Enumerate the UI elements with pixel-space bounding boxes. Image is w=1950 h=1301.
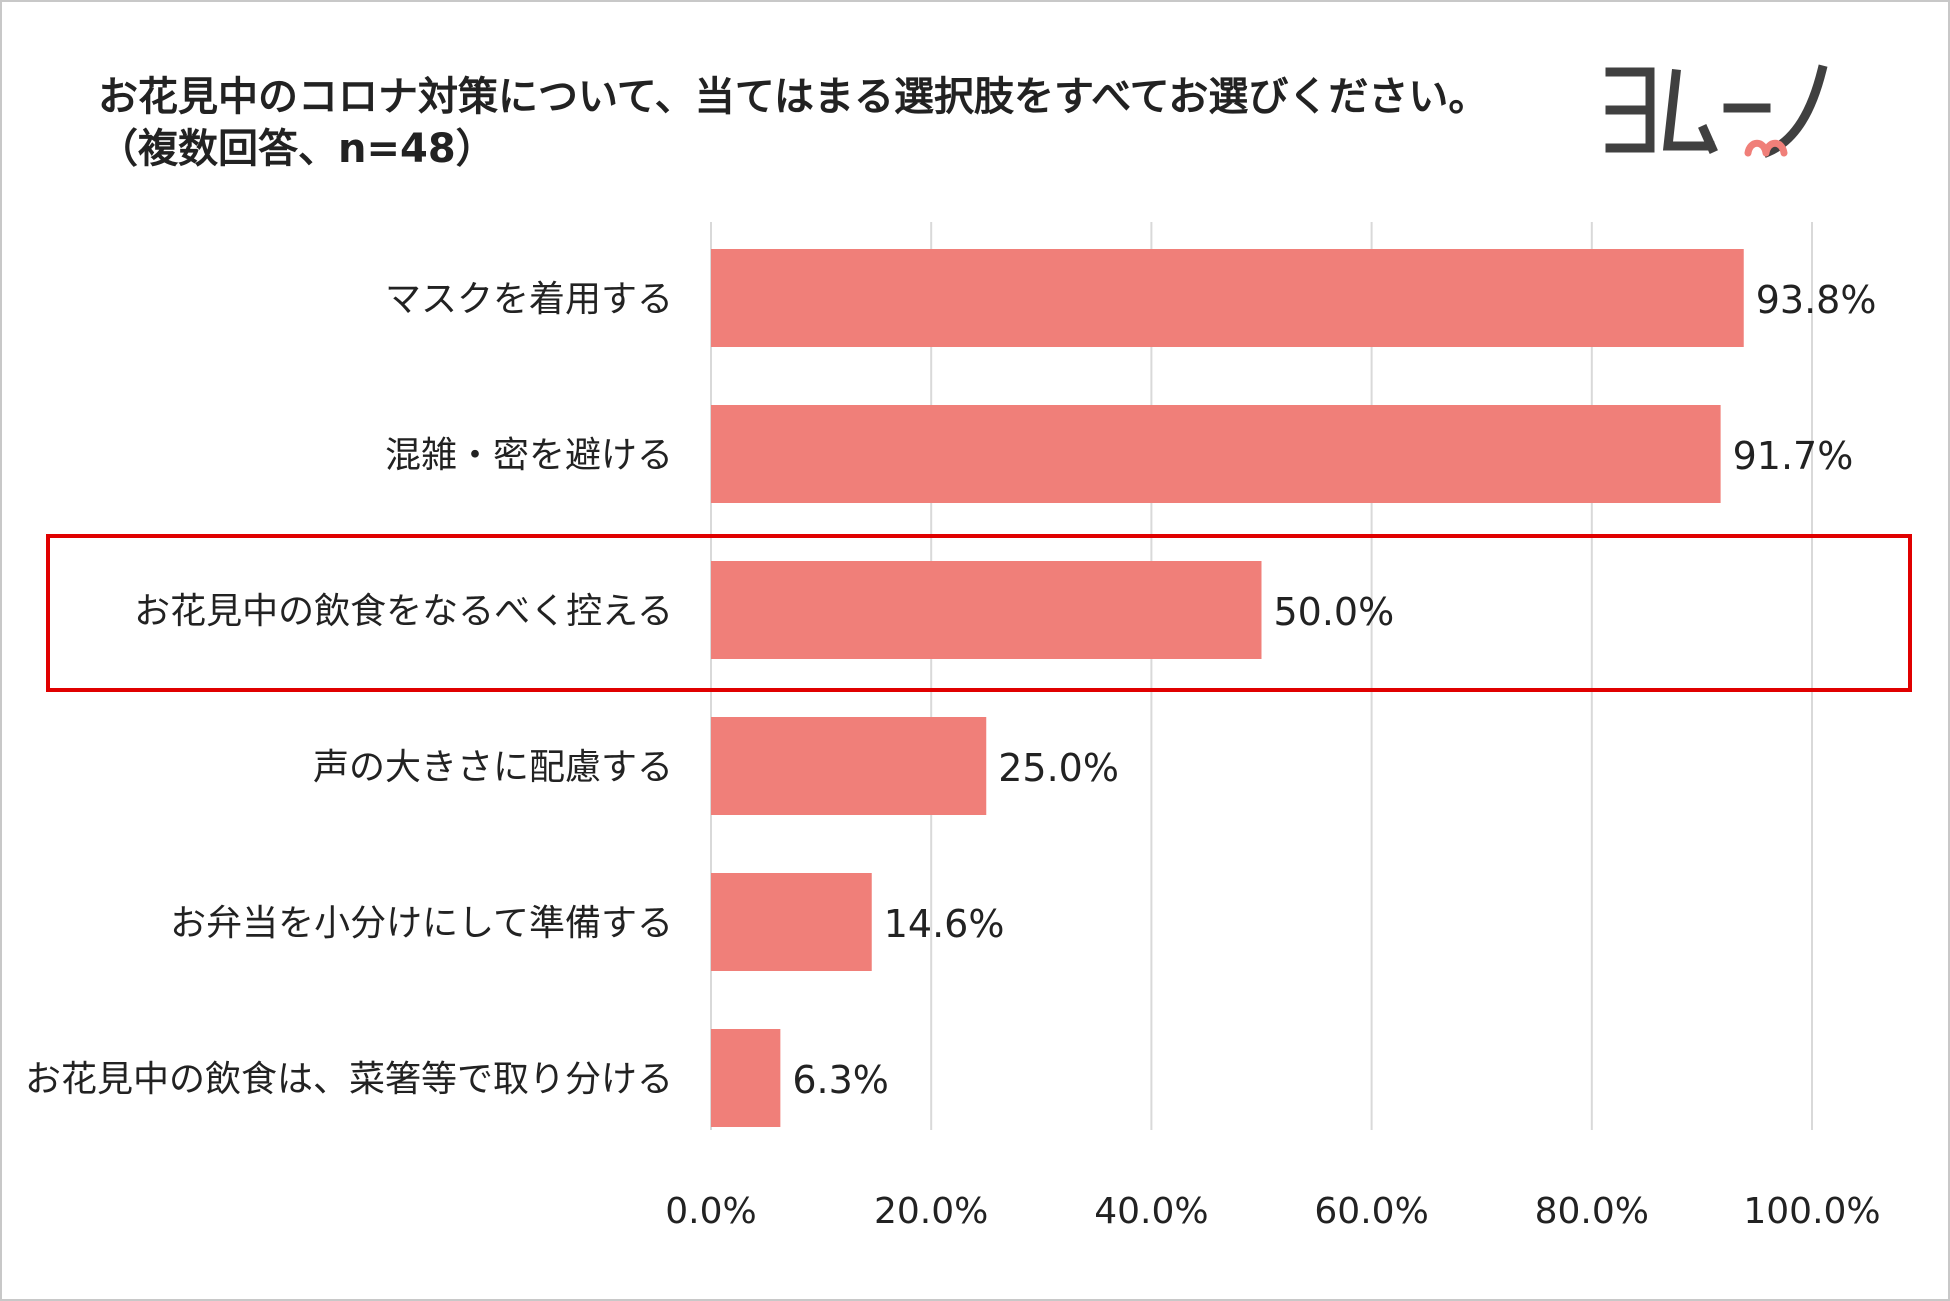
yomuno-logo <box>1605 64 1828 158</box>
chart-subtitle: （複数回答、n=48） <box>98 126 496 172</box>
labels: 0.0% 20.0% 40.0% 60.0% 80.0% 100.0% マスクを着用する 93… <box>25 278 1912 1232</box>
chart-title: お花見中のコロナ対策について、当てはまる選択肢をすべてお選びください。 <box>98 74 1489 120</box>
highlight-box <box>46 534 1912 692</box>
bar <box>711 561 1262 659</box>
bar <box>711 717 987 815</box>
x-tick-label: 80.0% <box>1535 1191 1649 1232</box>
category-label: 声の大きさに配慮する <box>313 747 673 788</box>
gridlines <box>710 222 1813 1130</box>
x-tick-label: 100.0% <box>1743 1191 1880 1232</box>
bar <box>711 249 1744 347</box>
category-label: 混雑・密を避ける <box>385 435 673 476</box>
category-label: お花見中の飲食は、菜箸等で取り分ける <box>25 1059 673 1100</box>
value-label: 25.0% <box>998 746 1119 790</box>
bar <box>711 1029 781 1127</box>
value-label: 50.0% <box>1274 590 1395 634</box>
value-label: 93.8% <box>1756 278 1877 322</box>
x-tick-label: 0.0% <box>665 1191 756 1232</box>
value-label: 14.6% <box>884 902 1005 946</box>
x-tick-label: 40.0% <box>1094 1191 1208 1232</box>
bar <box>711 405 1721 503</box>
x-tick-label: 20.0% <box>874 1191 988 1232</box>
category-label: お花見中の飲食をなるべく控える <box>134 591 673 632</box>
value-label: 91.7% <box>1733 434 1854 478</box>
category-label: マスクを着用する <box>385 279 673 320</box>
category-label: お弁当を小分けにして準備する <box>170 903 673 944</box>
bar <box>711 873 872 971</box>
x-tick-label: 60.0% <box>1314 1191 1428 1232</box>
bars <box>711 249 1744 1127</box>
value-label: 6.3% <box>792 1058 889 1102</box>
